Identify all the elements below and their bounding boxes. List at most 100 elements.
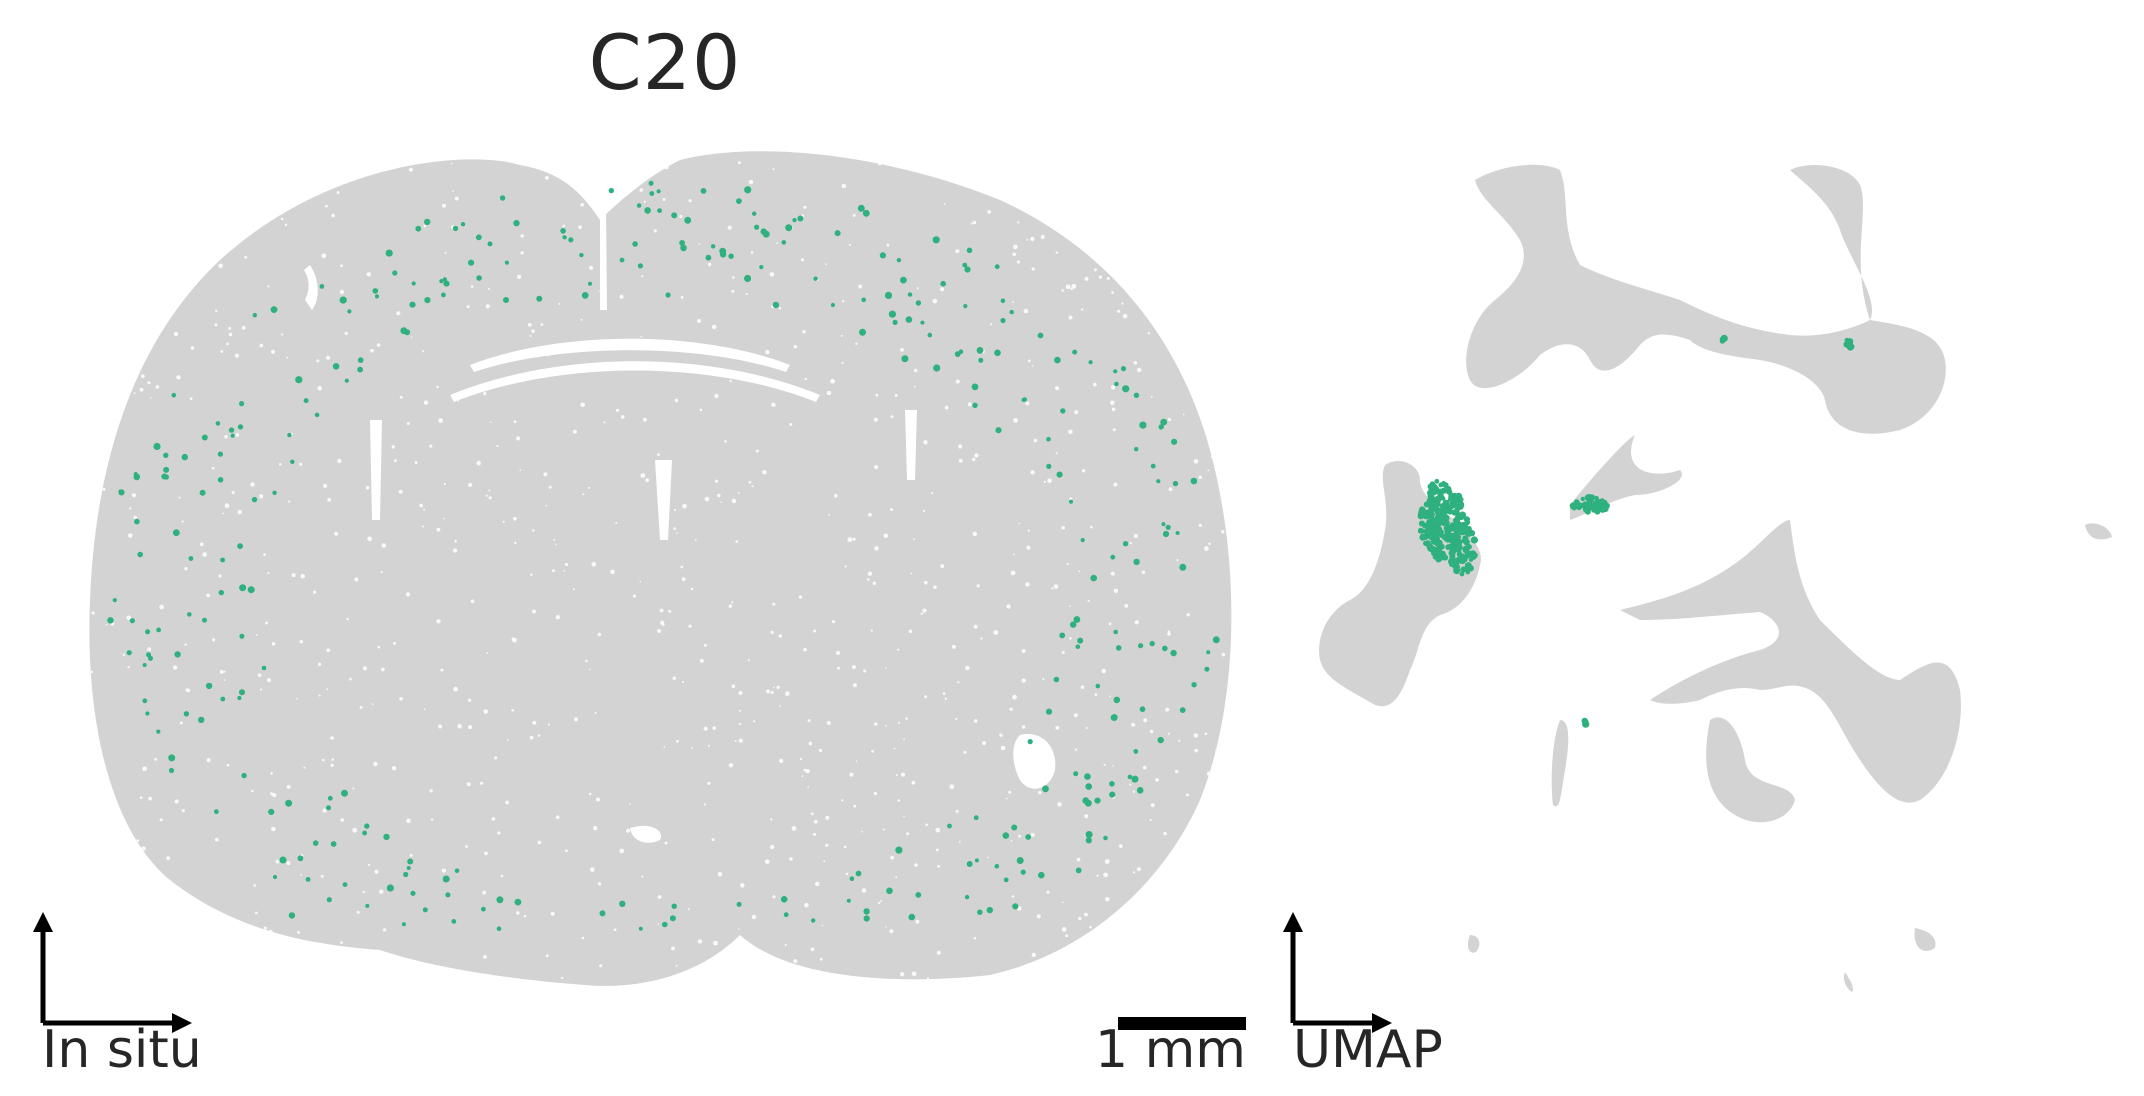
highlight-cell xyxy=(855,870,862,877)
highlight-cell xyxy=(285,799,293,807)
highlight-cell xyxy=(163,452,169,458)
brain-speckle xyxy=(155,385,160,389)
brain-speckle xyxy=(359,705,363,709)
brain-speckle xyxy=(661,623,665,626)
brain-speckle xyxy=(349,677,352,681)
brain-speckle xyxy=(1104,180,1108,185)
brain-speckle xyxy=(547,723,551,726)
brain-speckle xyxy=(889,929,894,934)
brain-speckle xyxy=(101,948,105,953)
brain-speckle xyxy=(1021,725,1026,729)
brain-speckle xyxy=(326,355,331,360)
brain-speckle xyxy=(826,390,832,396)
brain-speckle xyxy=(288,500,291,503)
brain-speckle xyxy=(90,486,94,489)
umap-cluster xyxy=(1914,928,1936,951)
brain-speckle xyxy=(645,478,650,483)
brain-speckle xyxy=(520,251,524,255)
brain-speckle xyxy=(1101,668,1106,674)
highlight-cell xyxy=(1042,785,1049,793)
highlight-cell xyxy=(168,767,175,774)
brain-speckle xyxy=(672,676,676,680)
brain-speckle xyxy=(104,191,109,196)
brain-speckle xyxy=(772,168,775,171)
brain-speckle xyxy=(1158,988,1161,991)
brain-speckle xyxy=(801,775,804,778)
umap-highlight-cell xyxy=(1425,501,1432,508)
brain-speckle xyxy=(772,895,776,899)
brain-speckle xyxy=(241,325,246,330)
brain-speckle xyxy=(340,264,343,268)
brain-speckle xyxy=(1208,542,1211,546)
brain-speckle xyxy=(593,826,598,831)
brain-speckle xyxy=(804,377,807,381)
brain-speckle xyxy=(1018,522,1021,525)
brain-speckle xyxy=(1110,571,1115,576)
brain-speckle xyxy=(590,867,595,872)
brain-speckle xyxy=(731,289,735,293)
brain-speckle xyxy=(680,296,684,299)
brain-speckle xyxy=(303,766,306,769)
highlight-cell xyxy=(1139,421,1147,429)
brain-speckle xyxy=(626,828,631,833)
brain-speckle xyxy=(286,861,291,866)
brain-speckle xyxy=(537,734,541,737)
brain-speckle xyxy=(344,331,348,336)
brain-speckle xyxy=(731,601,734,604)
highlight-cell xyxy=(1075,644,1081,649)
umap-highlight-cell xyxy=(1459,571,1465,577)
highlight-cell xyxy=(1115,645,1122,651)
brain-speckle xyxy=(877,161,883,166)
brain-speckle xyxy=(506,739,509,742)
brain-speckle xyxy=(1191,888,1197,893)
highlight-cell xyxy=(665,292,671,298)
brain-speckle xyxy=(1105,897,1110,902)
highlight-cell xyxy=(188,556,194,561)
highlight-cell xyxy=(305,877,311,882)
highlight-cell xyxy=(365,903,370,908)
highlight-cell xyxy=(499,195,506,201)
highlight-cell xyxy=(1103,835,1108,841)
umap-highlight-cell xyxy=(1432,554,1438,560)
brain-speckle xyxy=(1068,429,1073,435)
brain-speckle xyxy=(897,721,901,724)
umap-highlight-cell xyxy=(1449,562,1454,567)
highlight-cell xyxy=(1179,707,1186,713)
brain-speckle xyxy=(987,856,989,859)
highlight-cell xyxy=(736,198,742,205)
brain-speckle xyxy=(731,498,737,504)
highlight-cell xyxy=(452,225,459,232)
brain-speckle xyxy=(482,890,487,895)
brain-speckle xyxy=(1026,545,1031,550)
brain-speckle xyxy=(1084,276,1089,281)
highlight-cell xyxy=(974,858,979,863)
brain-speckle xyxy=(737,491,740,494)
brain-speckle xyxy=(421,525,424,528)
highlight-cell xyxy=(342,882,348,887)
brain-speckle xyxy=(581,936,585,940)
highlight-cell xyxy=(710,244,716,249)
highlight-cell xyxy=(978,357,984,363)
highlight-cell xyxy=(884,291,893,299)
highlight-cell xyxy=(933,364,941,372)
brain-speckle xyxy=(409,853,413,857)
highlight-cell xyxy=(976,347,984,354)
highlight-cell xyxy=(783,912,789,918)
brain-speckle xyxy=(488,496,492,500)
highlight-cell xyxy=(443,280,450,287)
brain-speckle xyxy=(1148,160,1151,163)
brain-speckle xyxy=(142,766,148,772)
brain-speckle xyxy=(1142,204,1147,208)
brain-speckle xyxy=(1176,559,1179,562)
brain-speckle xyxy=(267,678,271,683)
brain-speckle xyxy=(159,818,163,822)
highlight-cell xyxy=(239,401,245,407)
brain-speckle xyxy=(1027,359,1031,363)
highlight-cell xyxy=(1190,477,1198,485)
brain-speckle xyxy=(1182,413,1185,416)
brain-speckle xyxy=(1129,541,1132,545)
highlight-cell xyxy=(268,808,275,816)
brain-speckle xyxy=(465,845,468,848)
brain-speckle xyxy=(1168,487,1173,492)
brain-speckle xyxy=(1046,215,1051,220)
